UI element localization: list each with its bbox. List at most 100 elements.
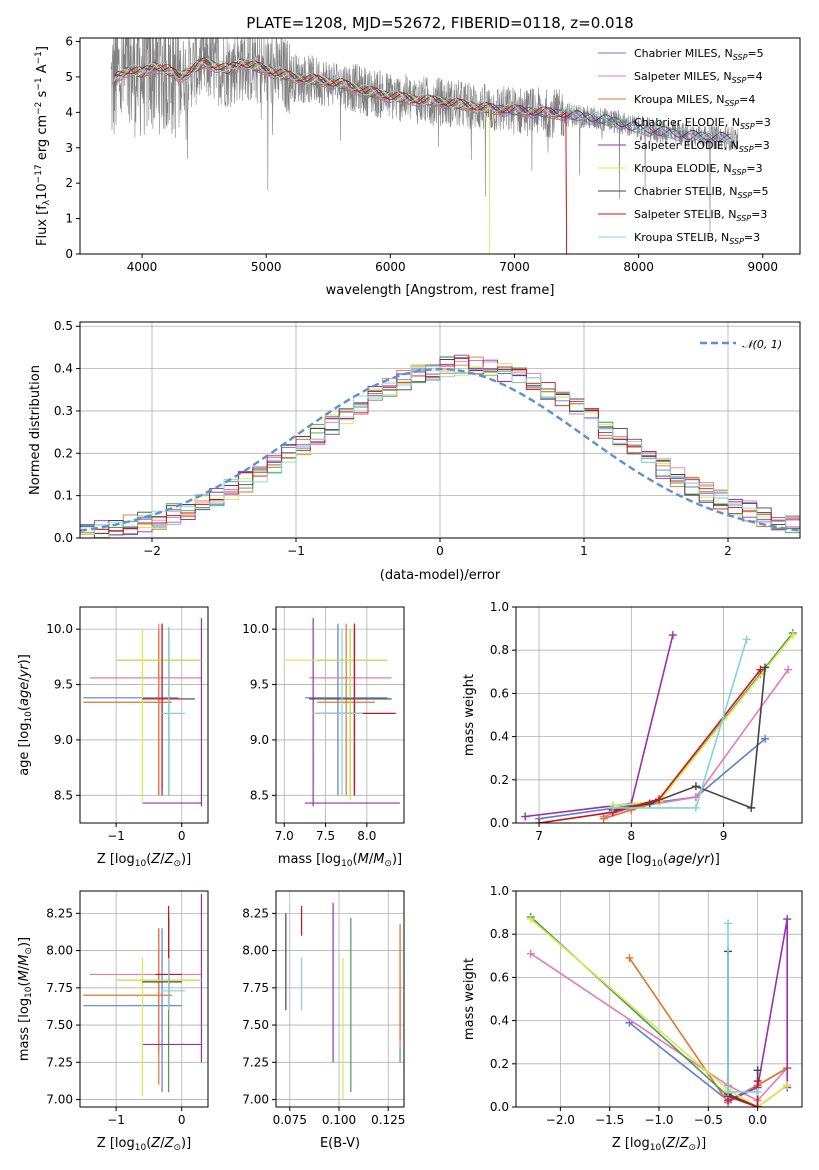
residual-histogram-kroupa-stelib — [80, 365, 800, 538]
x-tick-label: −2.0 — [546, 1113, 575, 1127]
y-tick-label: 7.50 — [242, 1018, 269, 1032]
y-tick-label: 0.2 — [490, 773, 509, 787]
legend-label-chabrier-miles: Chabrier MILES, NSSP=5 — [634, 47, 764, 62]
weight-line-salpeter-miles — [530, 952, 788, 1102]
x-axis-label: (data-model)/error — [380, 568, 501, 583]
plot-area — [80, 354, 800, 538]
y-tick-label: 1 — [65, 212, 73, 226]
weight-marker-salpeter-miles — [784, 665, 793, 674]
x-tick-label: −1 — [287, 544, 305, 558]
x-tick-label: 0.125 — [371, 1113, 405, 1127]
y-axis-label: mass weight — [462, 958, 477, 1040]
weight-marker-chabrier-stelib — [747, 803, 756, 812]
weight-marker-salpeter-stelib — [753, 1103, 762, 1107]
x-axis-label: mass [log10(M/M⊙)] — [278, 852, 402, 869]
x-tick-label: 0 — [178, 829, 186, 843]
weight-marker-chabrier-stelib — [753, 1066, 762, 1075]
weight-line-chabrier-miles — [538, 738, 766, 820]
plot-area — [285, 902, 401, 1100]
y-tick-label: 10.0 — [242, 622, 269, 636]
y-axis-label: mass [log10(M/M⊙)] — [17, 937, 34, 1061]
x-axis-label: Z [log10(Z/Z⊙)] — [97, 1136, 191, 1153]
y-tick-label: 0.0 — [54, 531, 73, 545]
spectrum-legend: Chabrier MILES, NSSP=5 Salpeter MILES, NS… — [598, 47, 771, 246]
y-tick-label: 8.25 — [242, 906, 269, 920]
weight-line-kroupa-elodie — [530, 918, 788, 1107]
weight-marker-salpeter-miles — [526, 949, 535, 958]
legend-label-salpeter-stelib: Salpeter STELIB, NSSP=3 — [634, 208, 767, 223]
y-axis-label: Normed distribution — [28, 365, 43, 495]
y-tick-label: 0.8 — [490, 643, 509, 657]
y-tick-label: 7.00 — [242, 1093, 269, 1107]
x-tick-label: 0 — [178, 1113, 186, 1127]
x-axis-label: Z [log10(Z/Z⊙)] — [97, 852, 191, 869]
y-tick-label: 0.1 — [54, 489, 73, 503]
weight-marker-kroupa-stelib — [691, 803, 700, 812]
weight-marker-salpeter-elodie — [668, 631, 677, 640]
x-tick-label: 7 — [535, 829, 543, 843]
weight-marker-kroupa-elodie — [783, 1081, 792, 1090]
x-tick-label: 0 — [436, 544, 444, 558]
y-tick-label: 0.0 — [490, 1100, 509, 1114]
residuals-panel: −2 −1 0 1 2 0.0 0.1 0.2 0.3 0.4 0.5 𝒩(0, 1) (data-mo… — [28, 319, 801, 583]
weight-marker-kroupa-miles — [625, 953, 634, 962]
y-tick-label: 3 — [65, 141, 73, 155]
x-tick-label: −1 — [107, 829, 125, 843]
x-tick-label: 6000 — [375, 260, 406, 274]
y-tick-label: 0.8 — [490, 927, 509, 941]
x-tick-label: 7.0 — [275, 829, 294, 843]
weight-marker-chabrier-stelib — [645, 799, 654, 808]
x-tick-label: 0.075 — [273, 1113, 307, 1127]
y-tick-label: 0.5 — [54, 319, 73, 333]
y-tick-label: 9.0 — [54, 733, 73, 747]
normal-reference-curve — [80, 367, 800, 532]
axes-frame — [79, 606, 209, 824]
weight-marker-kroupa-elodie — [788, 631, 797, 640]
weight-line-salpeter-miles — [603, 669, 789, 818]
weight-line-kroupa-miles — [603, 673, 762, 820]
mass-vs-extinction-panel: 0.075 0.100 0.125 7.00 7.25 7.50 7.75 8.00 8.25 E… — [242, 890, 405, 1151]
x-tick-label: 0.0 — [748, 1113, 767, 1127]
y-tick-label: 8.5 — [54, 788, 73, 802]
age-vs-mass-panel: 7.0 7.5 8.0 8.5 9.0 9.5 10.0 mass [log10(M/M⊙)] — [242, 606, 405, 869]
weight-line-salpeter-elodie — [525, 634, 674, 818]
x-tick-label: 7.5 — [316, 829, 335, 843]
y-tick-label: 7.50 — [46, 1018, 73, 1032]
y-tick-label: 7.25 — [242, 1055, 269, 1069]
axes-frame — [275, 890, 405, 1108]
legend-label-kroupa-miles: Kroupa MILES, NSSP=4 — [634, 93, 755, 108]
weight-marker-kroupa-stelib — [742, 635, 751, 644]
y-tick-label: 0.6 — [490, 686, 509, 700]
y-tick-label: 9.0 — [250, 733, 269, 747]
y-tick-label: 4 — [65, 105, 73, 119]
y-tick-label: 1.0 — [490, 600, 509, 614]
y-axis-label: age [log10(age/yr)] — [17, 654, 34, 776]
weight-marker-chabrier-miles — [761, 734, 770, 743]
x-tick-label: −1 — [107, 1113, 125, 1127]
weight-marker-salpeter-stelib — [655, 795, 663, 804]
y-tick-label: 7.00 — [46, 1093, 73, 1107]
y-tick-label: 0.4 — [54, 362, 73, 376]
mass-vs-metallicity-panel: −1 0 7.00 7.25 7.50 7.75 8.00 8.25 Z [log10(Z/Z⊙… — [17, 890, 209, 1153]
y-tick-label: 8.5 — [250, 788, 269, 802]
x-tick-label: 9 — [720, 829, 728, 843]
x-tick-label: 9000 — [747, 260, 778, 274]
plot-area — [83, 893, 203, 1097]
y-tick-label: 0.4 — [490, 1014, 509, 1028]
weight-marker-salpeter-stelib — [756, 665, 765, 674]
y-tick-label: 1.0 — [490, 884, 509, 898]
y-tick-label: 5 — [65, 70, 73, 84]
x-tick-label: 8.0 — [357, 829, 376, 843]
weight-marker-kroupa-stelib — [724, 919, 733, 928]
weight-line-chabrier-stelib — [727, 951, 759, 1107]
y-tick-label: 7.75 — [46, 981, 73, 995]
x-axis-label: wavelength [Angstrom, rest frame] — [326, 283, 555, 298]
axes-frame — [79, 37, 801, 255]
x-axis-label: Z [log10(Z/Z⊙)] — [612, 1136, 706, 1153]
model-spectrum-chabrier-stelib — [114, 57, 732, 141]
y-tick-label: 8.00 — [46, 944, 73, 958]
legend-label-salpeter-elodie: Salpeter ELODIE, NSSP=3 — [634, 139, 770, 154]
legend-label-normal: 𝒩(0, 1) — [742, 338, 782, 351]
weight-marker-salpeter-elodie — [521, 812, 530, 821]
y-tick-label: 10.0 — [46, 622, 73, 636]
